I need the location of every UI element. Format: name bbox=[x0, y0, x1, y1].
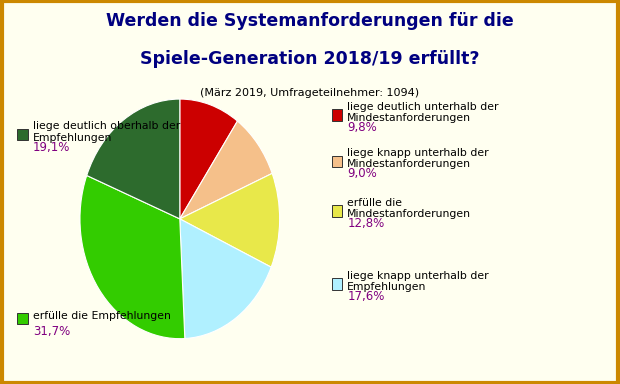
Text: erfülle die
Mindestanforderungen: erfülle die Mindestanforderungen bbox=[347, 198, 471, 219]
Text: 12,8%: 12,8% bbox=[347, 217, 384, 230]
Wedge shape bbox=[80, 175, 185, 339]
Text: erfülle die Empfehlungen: erfülle die Empfehlungen bbox=[33, 311, 170, 321]
Wedge shape bbox=[87, 99, 180, 219]
Text: Werden die Systemanforderungen für die: Werden die Systemanforderungen für die bbox=[106, 12, 514, 30]
Text: liege deutlich unterhalb der
Mindestanforderungen: liege deutlich unterhalb der Mindestanfo… bbox=[347, 102, 498, 123]
Wedge shape bbox=[180, 174, 280, 267]
Text: 31,7%: 31,7% bbox=[33, 325, 70, 338]
Text: liege deutlich oberhalb der
Empfehlungen: liege deutlich oberhalb der Empfehlungen bbox=[33, 121, 180, 142]
Wedge shape bbox=[180, 219, 271, 339]
Text: liege knapp unterhalb der
Mindestanforderungen: liege knapp unterhalb der Mindestanforde… bbox=[347, 148, 489, 169]
Text: Spiele-Generation 2018/19 erfüllt?: Spiele-Generation 2018/19 erfüllt? bbox=[140, 50, 480, 68]
Text: 9,8%: 9,8% bbox=[347, 121, 377, 134]
Text: 19,1%: 19,1% bbox=[33, 141, 70, 154]
Wedge shape bbox=[180, 121, 272, 219]
Text: (März 2019, Umfrageteilnehmer: 1094): (März 2019, Umfrageteilnehmer: 1094) bbox=[200, 88, 420, 98]
Text: liege knapp unterhalb der
Empfehlungen: liege knapp unterhalb der Empfehlungen bbox=[347, 271, 489, 292]
Wedge shape bbox=[180, 99, 237, 219]
Text: 9,0%: 9,0% bbox=[347, 167, 377, 180]
Text: 17,6%: 17,6% bbox=[347, 290, 384, 303]
